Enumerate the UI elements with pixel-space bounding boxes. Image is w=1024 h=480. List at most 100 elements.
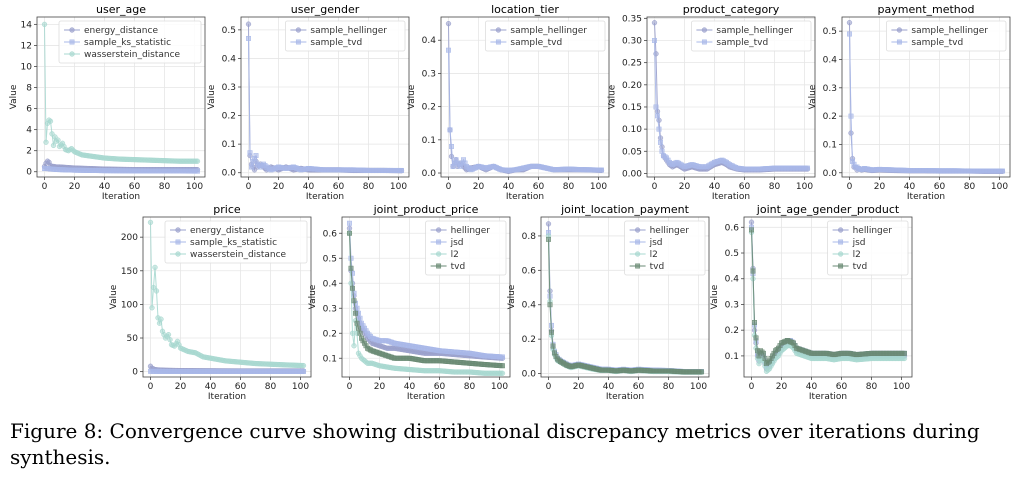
data-point-jsd xyxy=(500,354,505,360)
data-point-wasserstein_distance xyxy=(194,158,201,164)
y-tick-label: 0.1 xyxy=(725,352,739,362)
x-tick-label: 80 xyxy=(563,182,575,192)
data-point-tvd xyxy=(750,268,756,274)
legend-marker-sample_hellinger xyxy=(896,27,903,33)
x-tick-label: 100 xyxy=(491,382,508,392)
data-point-tvd xyxy=(354,320,360,326)
data-point-sample_hellinger xyxy=(846,20,853,26)
y-tick-label: 0.00 xyxy=(622,169,642,179)
x-tick-label: 60 xyxy=(434,382,446,392)
x-axis-label: Iteration xyxy=(809,392,847,402)
data-point-wasserstein_distance xyxy=(300,362,307,369)
y-axis-label: Value xyxy=(710,284,720,309)
y-axis-label: Value xyxy=(507,284,517,309)
data-point-sample_hellinger xyxy=(848,130,854,136)
y-tick-label: 0.20 xyxy=(622,81,642,91)
data-point-tvd xyxy=(749,227,754,233)
legend-label-tvd: tvd xyxy=(853,262,868,272)
legend-label-wasserstein_distance: wasserstein_distance xyxy=(84,50,181,60)
legend-marker-sample_ks_statistic xyxy=(69,39,75,45)
data-point-sample_tvd xyxy=(446,47,451,53)
legend-label-sample_ks_statistic: sample_ks_statistic xyxy=(190,238,277,248)
chart-panel-user_gender: 0 20 40 60 80 100 0.0 0.1 0.2 0.3 0.4 0.5 user_gende… xyxy=(207,3,410,202)
legend-label-sample_tvd: sample_tvd xyxy=(510,38,562,48)
y-tick-label: 4 xyxy=(26,126,32,136)
x-tick-label: 20 xyxy=(69,182,81,192)
data-point-wasserstein_distance xyxy=(41,21,48,28)
legend-label-energy_distance: energy_distance xyxy=(190,226,264,236)
data-point-tvd xyxy=(353,310,358,316)
x-tick-label: 80 xyxy=(265,382,277,392)
legend-marker-sample_tvd xyxy=(295,39,301,45)
chart-title: joint_product_price xyxy=(373,203,479,216)
legend-marker-tvd xyxy=(436,263,442,269)
x-tick-label: 20 xyxy=(273,182,285,192)
y-axis-label: Value xyxy=(109,284,119,309)
legend-label-sample_ks_statistic: sample_ks_statistic xyxy=(84,38,171,48)
x-tick-label: 100 xyxy=(590,182,607,192)
y-tick-label: 0.35 xyxy=(622,14,642,24)
y-tick-label: 0.15 xyxy=(622,103,642,113)
data-point-sample_tvd xyxy=(655,113,660,119)
data-point-wasserstein_distance xyxy=(153,288,160,294)
data-point-tvd xyxy=(550,343,556,349)
data-point-tvd xyxy=(350,285,355,291)
x-tick-label: 40 xyxy=(404,382,416,392)
legend-label-jsd: jsd xyxy=(649,238,663,248)
y-tick-label: 0.4 xyxy=(222,54,237,64)
y-tick-label: 0.4 xyxy=(422,36,437,46)
x-tick-label: 40 xyxy=(904,182,916,192)
data-point-tvd xyxy=(752,320,757,325)
y-tick-label: 0.0 xyxy=(222,169,237,179)
data-point-l2 xyxy=(351,343,357,349)
chart-panel-product_category: 0 20 40 60 80 100 0.00 0.05 0.10 0.15 0.20 0.25 0.30… xyxy=(608,3,816,202)
data-point-wasserstein_distance xyxy=(55,137,61,143)
figure-caption: Figure 8: Convergence curve showing dist… xyxy=(10,419,980,469)
x-tick-label: 40 xyxy=(205,382,217,392)
data-point-tvd xyxy=(500,363,505,369)
legend-marker-l2 xyxy=(837,251,844,257)
y-axis-label: Value xyxy=(207,84,217,109)
figure: 0 20 40 60 80 100 0 2 4 6 8 10 12 14 user_age Iteration… xyxy=(9,3,1011,402)
y-tick-label: 0.3 xyxy=(823,84,837,94)
data-point-sample_hellinger xyxy=(448,153,455,160)
y-tick-label: 150 xyxy=(121,267,138,277)
data-point-sample_tvd xyxy=(599,167,604,173)
series-line-sample_tvd xyxy=(654,40,808,170)
legend-marker-wasserstein_distance xyxy=(175,251,181,257)
axes-frame xyxy=(841,16,1011,178)
y-tick-label: 2 xyxy=(26,147,32,157)
data-point-sample_tvd xyxy=(656,126,662,132)
data-point-sample_ks_statistic xyxy=(195,168,200,174)
x-tick-label: 80 xyxy=(663,382,675,392)
legend-marker-sample_hellinger xyxy=(295,27,302,33)
legend-marker-l2 xyxy=(634,251,641,257)
data-point-wasserstein_distance xyxy=(43,139,49,145)
x-tick-label: 100 xyxy=(390,182,407,192)
x-axis-label: Iteration xyxy=(712,192,750,202)
series-line-sample_tvd xyxy=(849,33,1003,172)
y-tick-label: 0.6 xyxy=(522,266,537,276)
data-point-wasserstein_distance xyxy=(149,305,155,311)
x-axis-label: Iteration xyxy=(306,192,344,202)
legend-label-sample_hellinger: sample_hellinger xyxy=(716,26,793,36)
data-point-sample_tvd xyxy=(805,165,810,171)
chart-panel-price: 0 20 40 60 80 100 0 50 100 150 200 price Iteration Va… xyxy=(109,203,312,402)
data-point-tvd xyxy=(753,335,759,341)
y-tick-label: 14 xyxy=(21,20,33,30)
x-tick-label: 60 xyxy=(533,182,545,192)
data-point-wasserstein_distance xyxy=(167,337,173,343)
legend-marker-hellinger xyxy=(837,227,844,233)
data-point-sample_tvd xyxy=(246,35,251,41)
legend-label-hellinger: hellinger xyxy=(650,226,690,236)
y-tick-label: 8 xyxy=(26,84,32,94)
legend-label-jsd: jsd xyxy=(450,238,464,248)
data-point-sample_tvd xyxy=(249,164,254,170)
legend-marker-sample_hellinger xyxy=(701,27,708,33)
legend-label-sample_tvd: sample_tvd xyxy=(310,38,362,48)
x-tick-label: 100 xyxy=(991,182,1008,192)
data-point-sample_tvd xyxy=(653,104,659,110)
y-tick-label: 0.3 xyxy=(323,304,337,314)
legend-label-hellinger: hellinger xyxy=(451,226,491,236)
data-point-tvd xyxy=(549,329,554,335)
